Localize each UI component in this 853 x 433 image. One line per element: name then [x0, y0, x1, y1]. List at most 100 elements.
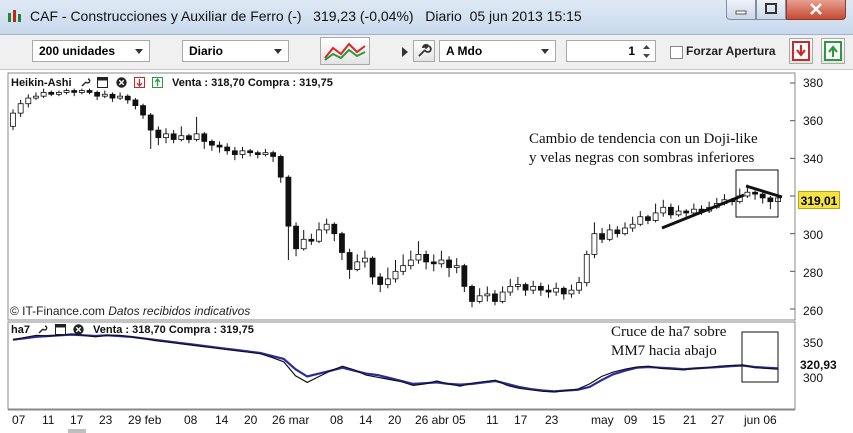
- candle-down: [109, 93, 116, 99]
- candle-down: [285, 176, 292, 227]
- force-open-label: Forzar Apertura: [686, 44, 776, 58]
- x-axis-label: 15: [652, 413, 666, 427]
- y-axis-ticks: [790, 82, 795, 310]
- main-panel-title: Heikin-Ashi: [11, 77, 72, 89]
- main-y-tick: 380: [803, 76, 824, 90]
- period-select[interactable]: Diario: [182, 40, 289, 62]
- wrench-icon: [418, 43, 432, 57]
- candle-up: [606, 229, 613, 240]
- candle-down: [537, 285, 544, 291]
- candle-down: [293, 225, 299, 250]
- sell-button[interactable]: [789, 38, 813, 64]
- candle-up: [300, 238, 307, 250]
- chart-toolbar: 200 unidades Diario A Mdo 1 Forzar Apert…: [0, 35, 853, 70]
- candle-up: [453, 265, 460, 268]
- candle-down: [94, 92, 101, 97]
- candle-up: [101, 93, 108, 97]
- x-axis-label: 17: [514, 413, 528, 427]
- candle-up: [507, 285, 514, 293]
- candle-up: [744, 191, 751, 197]
- x-axis-label: 08: [184, 413, 198, 427]
- candle-down: [308, 238, 315, 242]
- quantity-stepper[interactable]: 1: [566, 40, 656, 62]
- candle-up: [438, 259, 445, 265]
- main-annotation-line2: y velas negras con sombras inferiores: [529, 150, 755, 166]
- candle-up: [163, 133, 169, 139]
- candle-up: [415, 253, 422, 261]
- candle-down: [254, 152, 261, 155]
- x-axis-label: 20: [388, 413, 402, 427]
- candle-down: [377, 276, 384, 285]
- candle-up: [117, 95, 123, 99]
- candle-down: [170, 133, 177, 140]
- app-chart-icon: [8, 10, 21, 22]
- candle-down: [614, 229, 621, 235]
- wrench-icon[interactable]: [80, 77, 91, 88]
- buy-small-icon[interactable]: [152, 77, 163, 88]
- main-y-tick: 340: [803, 152, 824, 166]
- order-type-select[interactable]: A Mdo: [439, 40, 556, 62]
- period-select-value: Diario: [189, 44, 224, 58]
- candle-up: [476, 295, 483, 302]
- x-axis-label: jun 06: [744, 413, 777, 427]
- candle-down: [132, 99, 139, 107]
- window-icon[interactable]: [55, 324, 66, 335]
- candle-up: [17, 103, 24, 114]
- indicator-panel-quote: Venta : 318,70 Compra : 319,75: [93, 324, 254, 336]
- candle-up: [239, 150, 246, 155]
- sell-small-icon[interactable]: [134, 77, 145, 88]
- candle-down: [599, 233, 605, 240]
- maximize-button[interactable]: [756, 0, 786, 20]
- candle-down: [560, 287, 567, 295]
- main-y-tick: 260: [803, 304, 824, 318]
- window-icon[interactable]: [97, 77, 108, 88]
- chart-style-button[interactable]: [320, 37, 370, 65]
- close-panel-icon[interactable]: [116, 77, 127, 88]
- candle-up: [78, 90, 85, 93]
- main-annotation-line1: Cambio de tendencia con un Doji-like: [529, 131, 758, 147]
- candle-down: [208, 140, 215, 146]
- candle-down: [446, 259, 452, 268]
- x-axis-label: 08: [330, 413, 344, 427]
- maximize-icon: [765, 3, 777, 14]
- candle-up: [63, 90, 70, 93]
- candle-down: [224, 146, 231, 152]
- chevron-down-icon: [541, 49, 549, 54]
- chevron-right-icon[interactable]: [402, 47, 408, 57]
- candle-up: [568, 289, 575, 295]
- candle-up: [40, 92, 47, 97]
- x-axis-label: 14: [215, 413, 229, 427]
- x-axis-label: 17: [70, 413, 84, 427]
- candle-down: [186, 135, 192, 140]
- close-panel-icon[interactable]: [73, 324, 84, 335]
- candle-down: [430, 261, 437, 265]
- units-select[interactable]: 200 unidades: [32, 40, 150, 62]
- force-open-checkbox[interactable]: [670, 46, 683, 59]
- x-axis-label: 23: [99, 413, 113, 427]
- candle-up: [652, 212, 659, 221]
- candle-up: [530, 285, 537, 291]
- candles-group: [10, 88, 781, 308]
- buy-button[interactable]: [821, 38, 845, 64]
- quantity-value: 1: [628, 44, 635, 58]
- candle-up: [622, 227, 628, 235]
- settings-wrench-button[interactable]: [413, 40, 435, 62]
- minimize-button[interactable]: [726, 0, 756, 20]
- indicator-panel-title: ha7: [11, 324, 30, 336]
- indicator-lines-group: [12, 333, 779, 393]
- main-y-tick: 280: [803, 266, 824, 280]
- candle-up: [323, 223, 330, 231]
- spinner-arrows-icon[interactable]: [643, 45, 650, 58]
- main-panel-frame: [7, 72, 796, 321]
- buy-arrow-icon: [824, 41, 842, 61]
- candle-down: [423, 253, 430, 263]
- close-window-button[interactable]: [786, 0, 846, 20]
- indicator-current-value: 320,93: [800, 358, 837, 372]
- candle-down: [86, 90, 93, 93]
- horizontal-scrollbar[interactable]: [68, 429, 86, 433]
- candle-down: [645, 216, 651, 221]
- x-axis-label: 26 abr 05: [415, 413, 466, 427]
- indicator-y-tick: 300: [803, 371, 824, 385]
- x-axis-label: 26 mar: [272, 413, 310, 427]
- wrench-icon[interactable]: [37, 324, 48, 335]
